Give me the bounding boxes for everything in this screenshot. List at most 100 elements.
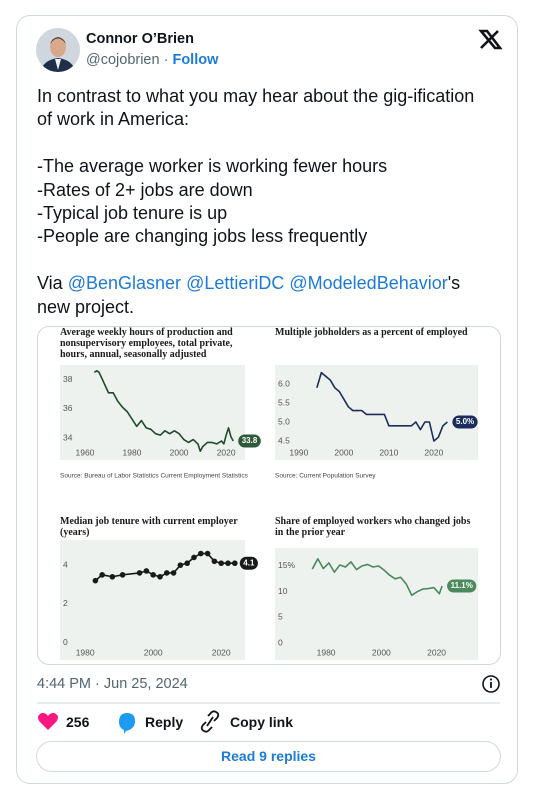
read-replies-button[interactable]: Read 9 replies [36, 741, 501, 772]
y-tick-label: 34 [63, 432, 73, 442]
source: Source: Bureau of Labor Statistics Curre… [60, 473, 249, 480]
x-tick-label: 2020 [212, 647, 231, 657]
x-tick-label: 2000 [170, 447, 189, 457]
point [119, 572, 126, 578]
plot-background [275, 548, 478, 660]
value-label: 5.0% [456, 417, 474, 426]
separator: · [163, 52, 169, 68]
point [99, 572, 105, 578]
chart-title: Average weekly hours of production and n… [60, 327, 233, 360]
image[interactable] [37, 326, 501, 665]
author-name[interactable]: Connor O’Brien [86, 31, 194, 47]
link-icon[interactable] [200, 710, 220, 733]
info-icon-dot [489, 678, 493, 681]
point [136, 570, 143, 576]
point [184, 560, 190, 567]
copy-link-button[interactable]: Copy link [230, 714, 294, 730]
y-tick-label: 0 [278, 637, 283, 647]
y-tick-label: 4 [63, 559, 68, 569]
x-tick-label: 2020 [217, 447, 236, 457]
value-label: 33.8 [242, 436, 258, 445]
point: -People are changing jobs less frequentl… [37, 226, 368, 247]
x-tick-label: 2010 [379, 447, 398, 457]
timestamp[interactable]: 4:44 PM · Jun 25, 2024 [37, 676, 188, 692]
x-tick-label: 1990 [289, 447, 308, 457]
value-label-box [452, 415, 478, 429]
mention[interactable]: @ModeledBehavior [289, 273, 448, 294]
value-label-box [238, 434, 261, 448]
heart-icon[interactable] [38, 712, 58, 730]
mention[interactable]: @BenGlasner [67, 273, 182, 294]
x-tick-label: 2000 [372, 647, 391, 657]
x-tick-label: 2000 [144, 647, 163, 657]
follow-button[interactable]: Follow [172, 52, 219, 68]
y-tick-label: 4.5 [278, 435, 290, 445]
point [150, 572, 156, 578]
y-tick-label: 0 [63, 637, 68, 647]
points: -The average worker is working fewer hou… [37, 155, 477, 249]
y-tick-label: 15% [278, 560, 295, 570]
author-line: @cojobrien · Follow [86, 52, 218, 68]
y-tick-label: 10 [278, 586, 288, 596]
line [93, 370, 234, 453]
point [177, 562, 184, 568]
y-tick-label: 36 [63, 403, 73, 413]
y-tick-label: 6.0 [278, 378, 290, 388]
point [143, 568, 150, 574]
plot-background [60, 540, 245, 660]
info-icon[interactable] [482, 675, 500, 693]
point [225, 560, 231, 567]
chart-title: Median job tenure with current employer … [60, 516, 238, 538]
point [231, 560, 238, 567]
plot-background [275, 365, 478, 460]
point [191, 554, 197, 561]
y-tick-label: 38 [63, 374, 73, 384]
x-tick-label: 1960 [75, 447, 94, 457]
line [316, 371, 448, 442]
x-tick-label: 2020 [427, 647, 446, 657]
value-label: 11.1% [451, 581, 473, 590]
via-prefix: Via [37, 273, 63, 294]
point [163, 570, 170, 576]
intro: In contrast to what you may hear about t… [37, 86, 475, 130]
point [204, 550, 211, 557]
tweet-text: In contrast to what you may hear about t… [37, 85, 477, 342]
plot-background [60, 365, 245, 460]
chart-title: Share of employed workers who changed jo… [275, 516, 471, 538]
via-suffix: 's new project. [37, 273, 461, 317]
point [211, 558, 218, 565]
x-tick-label: 1980 [317, 647, 336, 657]
y-tick-label: 2 [63, 598, 68, 608]
line [311, 557, 443, 597]
point [197, 550, 204, 557]
author-handle[interactable]: @cojobrien [86, 52, 160, 68]
reply-button[interactable]: Reply [145, 714, 184, 730]
point [218, 560, 224, 567]
point: -Typical job tenure is up [37, 203, 228, 224]
y-tick-label: 5.0 [278, 416, 290, 426]
x-tick-label: 1980 [123, 447, 142, 457]
value-label-box [239, 556, 258, 570]
avatar[interactable] [36, 28, 80, 74]
point: -The average worker is working fewer hou… [37, 156, 388, 177]
point [170, 570, 177, 576]
value-label-box [447, 579, 477, 593]
source: Source: Current Population Survey [275, 473, 376, 480]
like-count[interactable]: 256 [66, 714, 90, 730]
x-tick-label: 2000 [334, 447, 353, 457]
y-tick-label: 5.5 [278, 397, 290, 407]
point: -Rates of 2+ jobs are down [37, 179, 253, 200]
point [92, 577, 99, 584]
x-tick-label: 1980 [76, 647, 95, 657]
x-logo[interactable] [478, 29, 503, 50]
point [157, 573, 163, 580]
reply-icon[interactable] [119, 713, 135, 734]
chart-title: Multiple jobholders as a percent of empl… [275, 327, 468, 338]
mention[interactable]: @LettieriDC [186, 273, 285, 294]
value-label: 4.1 [243, 558, 255, 567]
x-tick-label: 2020 [424, 447, 443, 457]
point [109, 573, 116, 580]
